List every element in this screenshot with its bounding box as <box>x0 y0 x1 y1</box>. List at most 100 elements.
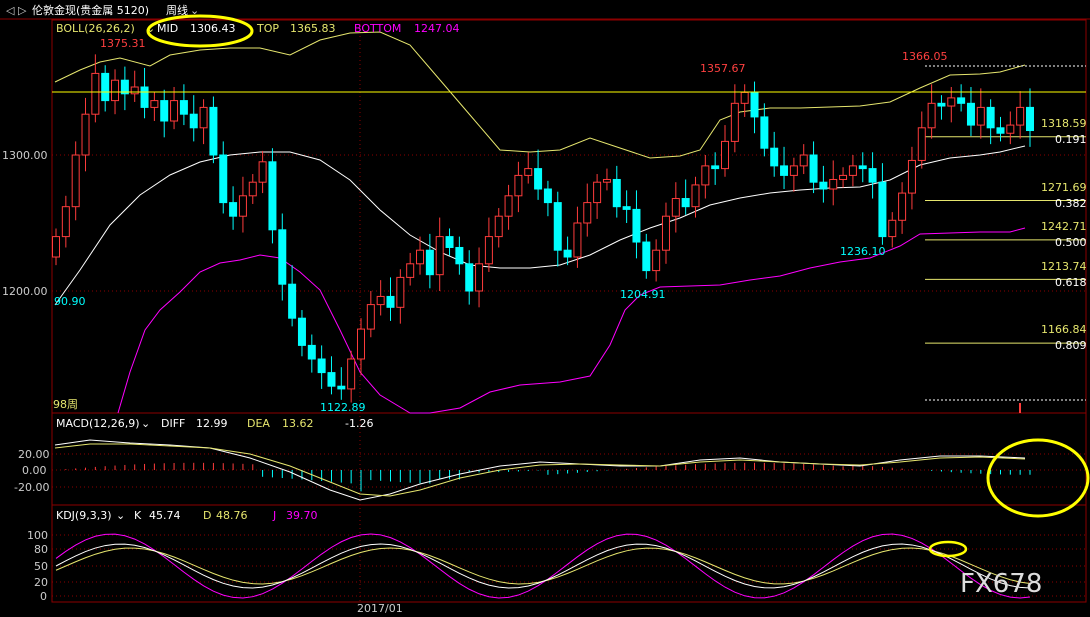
candle[interactable] <box>524 152 533 184</box>
candle[interactable] <box>563 236 572 266</box>
candle[interactable] <box>91 54 100 123</box>
chevron-down-icon[interactable]: ⌄ <box>190 4 199 17</box>
candle[interactable] <box>435 217 444 291</box>
candle[interactable] <box>297 310 306 357</box>
candle[interactable] <box>71 141 80 221</box>
candle[interactable] <box>229 186 238 230</box>
candle[interactable] <box>199 99 208 145</box>
candle[interactable] <box>288 265 297 327</box>
candle[interactable] <box>494 208 503 248</box>
candle[interactable] <box>278 213 287 301</box>
candle[interactable] <box>120 66 129 111</box>
candle[interactable] <box>888 212 897 248</box>
candle[interactable] <box>701 155 710 199</box>
candle[interactable] <box>514 161 523 213</box>
candle[interactable] <box>622 190 631 223</box>
candle[interactable] <box>475 247 484 308</box>
candle[interactable] <box>534 149 543 200</box>
candle[interactable] <box>317 345 326 389</box>
candle[interactable] <box>465 250 474 305</box>
candle[interactable] <box>721 125 730 177</box>
candle[interactable] <box>583 183 592 237</box>
macd-label[interactable]: MACD(12,26,9) <box>56 417 140 430</box>
candle[interactable] <box>356 318 365 376</box>
candle[interactable] <box>612 165 621 218</box>
candle[interactable] <box>996 116 1005 142</box>
candle[interactable] <box>809 141 818 194</box>
candle[interactable] <box>681 179 690 215</box>
candle[interactable] <box>327 356 336 395</box>
candle[interactable] <box>1016 91 1025 139</box>
candle[interactable] <box>573 206 582 268</box>
candle[interactable] <box>691 176 700 218</box>
candle[interactable] <box>179 84 188 126</box>
candle[interactable] <box>947 87 956 123</box>
candle[interactable] <box>307 334 316 373</box>
period-selector[interactable]: 周线 <box>166 3 188 17</box>
candle[interactable] <box>839 167 848 188</box>
candle[interactable] <box>593 174 602 219</box>
candle[interactable] <box>337 367 346 400</box>
candle[interactable] <box>730 84 739 153</box>
candle[interactable] <box>189 95 198 142</box>
candle[interactable] <box>130 70 139 102</box>
candle[interactable] <box>248 174 257 204</box>
candle[interactable] <box>927 84 936 139</box>
candle[interactable] <box>602 168 611 191</box>
candle[interactable] <box>386 277 395 321</box>
candle[interactable] <box>209 96 218 164</box>
candle[interactable] <box>632 190 641 259</box>
candle[interactable] <box>858 152 867 183</box>
candle[interactable] <box>789 157 798 192</box>
candle[interactable] <box>170 87 179 130</box>
candle[interactable] <box>268 148 277 244</box>
candle[interactable] <box>101 65 110 112</box>
candle[interactable] <box>750 81 759 134</box>
candle[interactable] <box>347 350 356 403</box>
candle[interactable] <box>455 236 464 275</box>
candle[interactable] <box>780 146 789 189</box>
candle[interactable] <box>642 233 651 279</box>
candle[interactable] <box>1026 88 1034 147</box>
chevron-down-icon[interactable]: ⌄ <box>146 22 155 35</box>
candle[interactable] <box>81 97 90 172</box>
chevron-down-icon[interactable]: ⌄ <box>116 509 125 522</box>
candle[interactable] <box>976 88 985 139</box>
candle[interactable] <box>543 180 552 217</box>
candle[interactable] <box>898 182 907 234</box>
candle[interactable] <box>760 103 769 157</box>
boll-label[interactable]: BOLL(26,26,2) <box>56 22 135 35</box>
candle[interactable] <box>711 152 720 185</box>
candle[interactable] <box>848 155 857 187</box>
candle[interactable] <box>652 239 661 282</box>
candle[interactable] <box>966 87 975 136</box>
candle[interactable] <box>219 141 228 214</box>
nav-arrows-icon[interactable]: ◁ ▷ <box>6 4 27 17</box>
candle[interactable] <box>770 131 779 177</box>
candle[interactable] <box>937 95 946 120</box>
candle[interactable] <box>52 228 60 266</box>
candle[interactable] <box>376 280 385 316</box>
candle[interactable] <box>661 202 670 264</box>
candle[interactable] <box>553 191 562 267</box>
candle[interactable] <box>868 152 877 199</box>
candle[interactable] <box>396 269 405 324</box>
candle[interactable] <box>366 291 375 338</box>
candle[interactable] <box>416 236 425 275</box>
candle[interactable] <box>957 84 966 112</box>
candle[interactable] <box>986 99 995 145</box>
candle[interactable] <box>425 233 434 289</box>
candle[interactable] <box>829 160 838 206</box>
candle[interactable] <box>140 67 149 119</box>
candle[interactable] <box>907 146 916 210</box>
candle[interactable] <box>406 252 415 286</box>
candle[interactable] <box>484 217 493 272</box>
candlestick-series[interactable] <box>52 54 1034 403</box>
candle[interactable] <box>878 163 887 245</box>
candle[interactable] <box>258 150 267 194</box>
kdj-label[interactable]: KDJ(9,3,3) <box>56 509 112 522</box>
candle[interactable] <box>504 184 513 230</box>
candle[interactable] <box>799 144 808 175</box>
candle[interactable] <box>160 89 169 138</box>
